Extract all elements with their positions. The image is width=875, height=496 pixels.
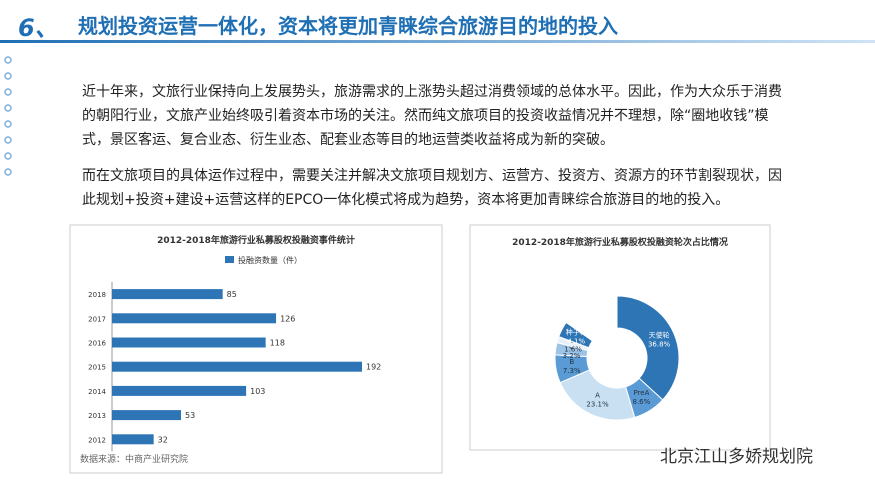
section-number: 6、 [18, 14, 59, 42]
y-tick-label: 2018 [88, 291, 106, 299]
y-tick-label: 2014 [88, 388, 106, 396]
bar [112, 337, 266, 348]
data-label: 118 [270, 339, 285, 348]
segment-value: 23.1% [586, 401, 609, 409]
bar [112, 361, 362, 372]
donut-segment [558, 321, 594, 349]
y-tick-label: 2015 [88, 364, 106, 372]
bar [112, 434, 154, 445]
segment-label: B [569, 358, 574, 366]
chart-title: 2012-2018年旅游行业私募股权投融资事件统计 [157, 234, 355, 246]
side-dots [4, 56, 12, 176]
paragraph: 而在文旅项目的具体运作过程中，需要关注并解决文旅项目规划方、运营方、投资方、资源… [82, 168, 782, 208]
segment-label: 天使轮 [649, 330, 670, 339]
y-tick-label: 2017 [88, 315, 106, 323]
bar-chart-frame [69, 224, 443, 474]
header-rule [0, 40, 875, 43]
y-tick-label: 2016 [88, 340, 106, 348]
section-title: 规划投资运营一体化，资本将更加青睐综合旅游目的地的投入 [78, 14, 618, 38]
data-label: 126 [280, 314, 295, 323]
data-label: 85 [227, 290, 237, 299]
data-label: 103 [250, 387, 265, 396]
watermark: 北京江山多娇规划院 [660, 447, 813, 467]
legend-label: 投融资数量（件） [238, 255, 302, 265]
chart-title: 2012-2018年旅游行业私募股权投融资轮次占比情况 [512, 236, 728, 248]
y-tick-label: 2013 [88, 412, 106, 420]
data-label: 53 [185, 411, 195, 420]
bar [112, 410, 182, 421]
bar [112, 385, 247, 396]
data-label: 192 [366, 363, 381, 372]
segment-label: A [595, 392, 600, 400]
legend-swatch [225, 256, 234, 263]
segment-value: 36.8% [648, 340, 671, 348]
segment-label: C [569, 343, 574, 351]
segment-value: 8.6% [633, 398, 651, 406]
segment-value: 3.2% [563, 352, 581, 360]
source: 数据来源：中商产业研究院 [80, 453, 188, 465]
segment-value: 4.1% [567, 338, 585, 346]
paragraph: 近十年来，文旅行业保持向上发展势头，旅游需求的上涨势头超过消费领域的总体水平。因… [82, 84, 782, 148]
segment-value: 7.3% [563, 367, 581, 375]
y-tick-label: 2012 [88, 436, 106, 444]
data-label: 32 [158, 435, 168, 444]
segment-value: 1.6% [564, 345, 582, 353]
bar [112, 313, 277, 324]
bar [112, 289, 223, 300]
segment-label: PreA [633, 389, 649, 397]
donut-segment [616, 295, 680, 401]
segment-label: 种子轮 [566, 328, 587, 337]
